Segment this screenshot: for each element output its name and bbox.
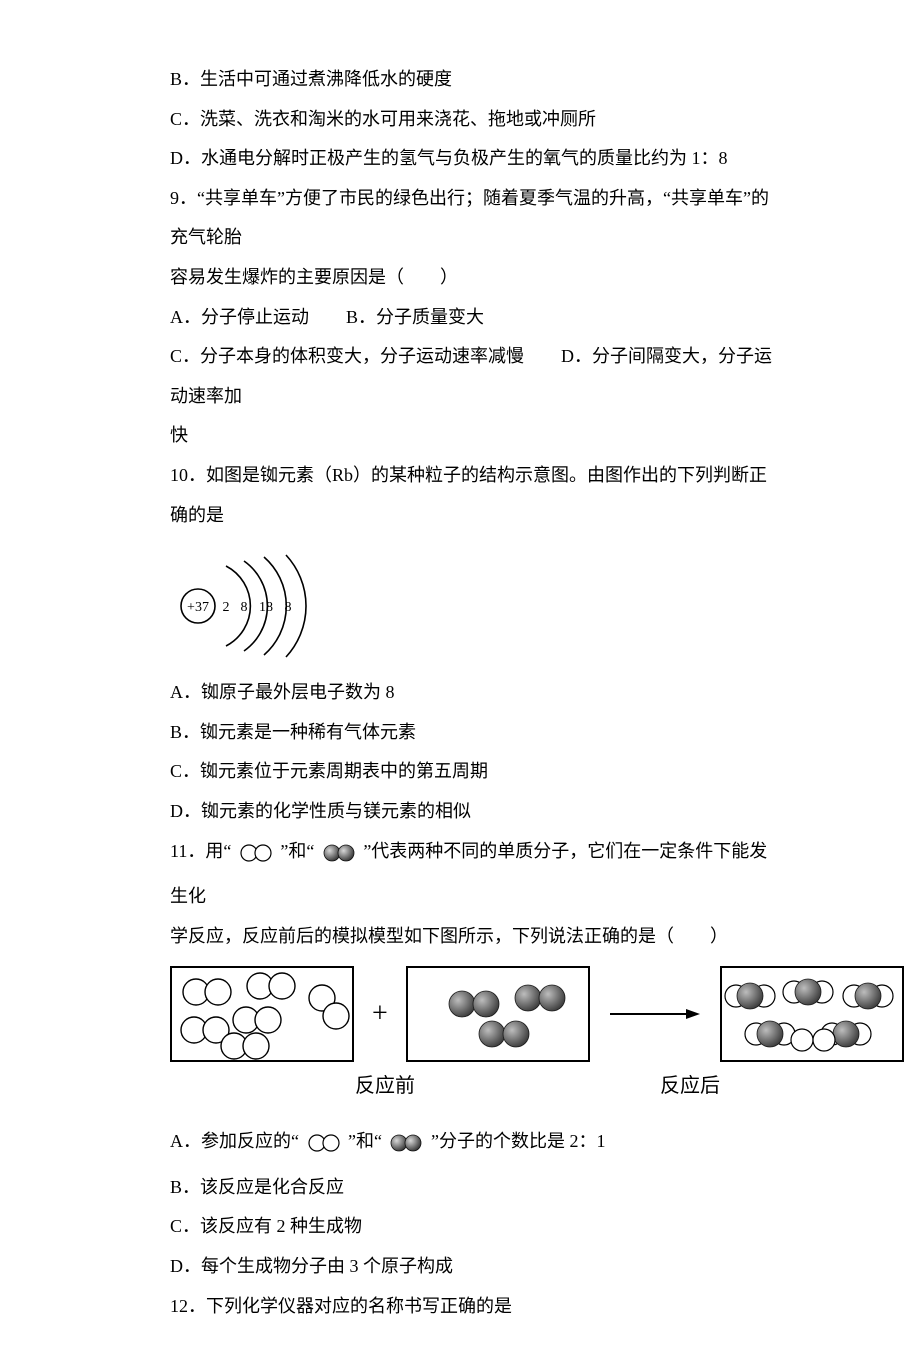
dark-pair-icon: [321, 838, 357, 878]
atom-nucleus-label: +37: [187, 600, 209, 615]
reaction-labels: 反应前 反应后: [170, 1064, 780, 1108]
reaction-label-after: 反应后: [600, 1064, 780, 1108]
q12-stem: 12．下列化学仪器对应的名称书写正确的是: [170, 1287, 780, 1327]
q9-opt-row-cd: C．分子本身的体积变大，分子运动速率减慢 D．分子间隔变大，分子运动速率加: [170, 337, 780, 416]
reaction-box-after: [720, 966, 904, 1062]
q10-opt-d: D．铷元素的化学性质与镁元素的相似: [170, 792, 780, 832]
q10-opt-c: C．铷元素位于元素周期表中的第五周期: [170, 752, 780, 792]
reaction-diagram: +: [170, 966, 780, 1062]
q9-stem-line1: 9．“共享单车”方便了市民的绿色出行；随着夏季气温的升高，“共享单车”的充气轮胎: [170, 179, 780, 258]
q11-opt-a: A．参加反应的“ ”和“ ”分子的个数比是 2：1: [170, 1122, 780, 1168]
q9-opt-d-cont: 快: [170, 416, 780, 456]
dark-pair-icon: [388, 1128, 424, 1168]
reaction-plus-icon: +: [372, 983, 388, 1045]
q9-opt-b: B．分子质量变大: [346, 307, 484, 327]
q11-opt-a-mid: ”和“: [348, 1131, 382, 1151]
atom-shell-3: 18: [259, 600, 273, 615]
q11-stem-line2: 学反应，反应前后的模拟模型如下图所示，下列说法正确的是（ ）: [170, 917, 780, 957]
reaction-arrow-icon: [610, 1007, 700, 1021]
reaction-box-before-right: [406, 966, 590, 1062]
reaction-box-after-svg: [722, 968, 902, 1060]
white-pair-icon: [306, 1128, 342, 1168]
q9-opt-a: A．分子停止运动: [170, 307, 309, 327]
q9-opt-c: C．分子本身的体积变大，分子运动速率减慢: [170, 346, 524, 366]
q11-opt-c: C．该反应有 2 种生成物: [170, 1207, 780, 1247]
q10-stem: 10．如图是铷元素（Rb）的某种粒子的结构示意图。由图作出的下列判断正确的是: [170, 456, 780, 535]
q8-opt-d: D．水通电分解时正极产生的氢气与负极产生的氧气的质量比约为 1：8: [170, 139, 780, 179]
q11-opt-a-pre: A．参加反应的“: [170, 1131, 299, 1151]
q10-opt-b: B．铷元素是一种稀有气体元素: [170, 713, 780, 753]
q8-opt-c: C．洗菜、洗衣和淘米的水可用来浇花、拖地或冲厕所: [170, 100, 780, 140]
reaction-label-before: 反应前: [170, 1064, 600, 1108]
atom-shell-2: 8: [241, 600, 248, 615]
q8-opt-b: B．生活中可通过煮沸降低水的硬度: [170, 60, 780, 100]
atom-shell-1: 2: [223, 600, 230, 615]
q11-opt-a-post: ”分子的个数比是 2：1: [431, 1131, 606, 1151]
reaction-box-before-left: [170, 966, 354, 1062]
q11-stem-mid1: ”和“: [280, 841, 314, 861]
reaction-box-before-left-svg: [172, 968, 352, 1060]
atom-structure-diagram: +37 2 8 18 8: [170, 551, 340, 661]
q11-stem-line1: 11．用“ ”和“ ”代表两种不同的单质分子，它们在一定条件下能发生化: [170, 832, 780, 917]
q11-stem-pre: 11．用“: [170, 841, 231, 861]
atom-shell-4: 8: [285, 600, 292, 615]
q10-opt-a: A．铷原子最外层电子数为 8: [170, 673, 780, 713]
q11-opt-b: B．该反应是化合反应: [170, 1168, 780, 1208]
q9-opt-row-ab: A．分子停止运动 B．分子质量变大: [170, 298, 780, 338]
reaction-box-before-right-svg: [408, 968, 588, 1060]
white-pair-icon: [238, 838, 274, 878]
q9-stem-line2: 容易发生爆炸的主要原因是（ ）: [170, 258, 780, 298]
q11-opt-d: D．每个生成物分子由 3 个原子构成: [170, 1247, 780, 1287]
